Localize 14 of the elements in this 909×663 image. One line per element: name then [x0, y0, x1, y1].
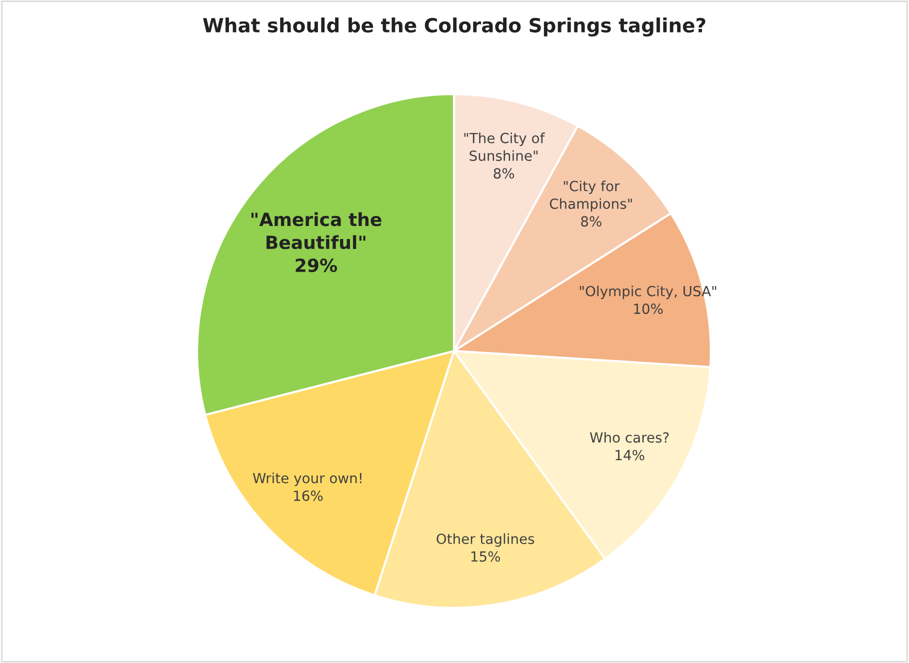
data-label: 15%: [471, 551, 500, 562]
data-label: 16%: [294, 490, 323, 502]
data-label: 14%: [616, 450, 644, 460]
slice-label: "America the Beautiful": [251, 212, 382, 250]
chart-title: What should be the Colorado Springs tagline?: [203, 18, 706, 36]
data-label: 29%: [296, 258, 338, 272]
slice-label: "The City of Sunshine": [464, 132, 545, 161]
slice-label: "City for Champions": [550, 180, 632, 212]
slice-label: Other taglines: [436, 533, 534, 547]
slice-label: Write your own!: [252, 472, 362, 486]
data-label: 8%: [581, 216, 602, 227]
data-label: 8%: [494, 168, 514, 179]
slice-label: Who cares?: [590, 432, 669, 443]
data-label: 10%: [634, 304, 663, 314]
